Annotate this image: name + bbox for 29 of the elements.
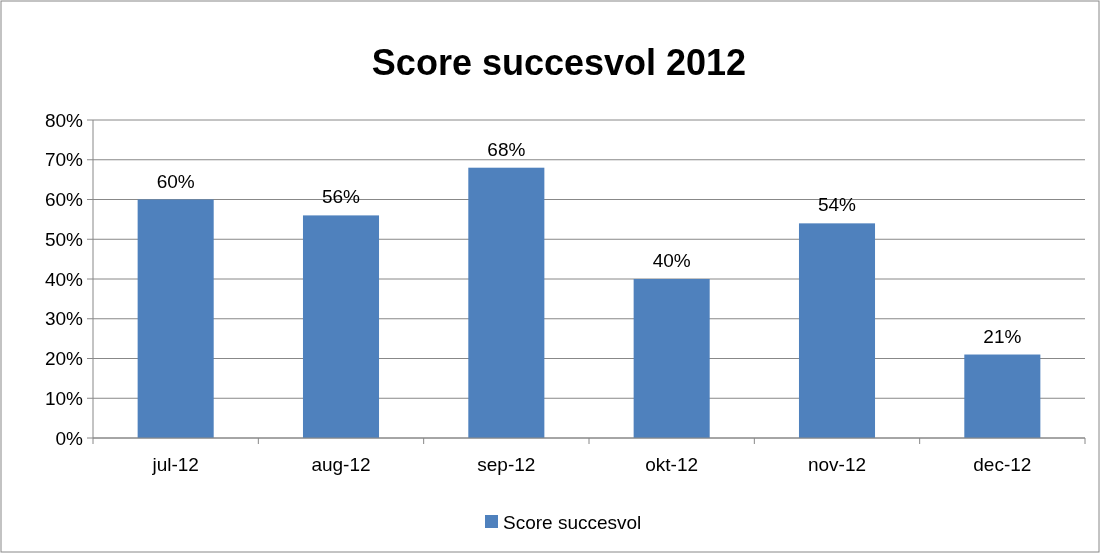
data-label: 40% bbox=[652, 250, 691, 271]
y-tick-label: 30% bbox=[44, 308, 84, 330]
x-tick-label: okt-12 bbox=[645, 454, 699, 475]
x-tick-label: aug-12 bbox=[311, 454, 371, 475]
data-label: 21% bbox=[983, 325, 1022, 347]
bar bbox=[302, 215, 380, 438]
y-tick-label: 0% bbox=[55, 427, 84, 449]
y-tick-label: 40% bbox=[44, 268, 84, 290]
bar bbox=[633, 279, 710, 438]
data-label: 60% bbox=[156, 170, 195, 192]
x-tick-label: dec-12 bbox=[973, 454, 1032, 475]
chart-title: Score succesvol 2012 bbox=[371, 42, 747, 83]
y-tick-label: 10% bbox=[44, 387, 84, 409]
data-label: 54% bbox=[817, 194, 857, 216]
y-tick-label: 80% bbox=[44, 109, 84, 131]
bar bbox=[798, 223, 876, 438]
y-tick-label: 60% bbox=[44, 189, 84, 211]
x-tick-label: nov-12 bbox=[807, 454, 867, 475]
bar bbox=[137, 199, 214, 438]
x-tick-label: sep-12 bbox=[477, 454, 536, 475]
data-label: 56% bbox=[321, 186, 361, 208]
bar bbox=[964, 354, 1041, 438]
y-tick-label: 50% bbox=[44, 228, 84, 250]
y-tick-label: 20% bbox=[44, 348, 84, 370]
y-tick-label: 70% bbox=[44, 149, 84, 171]
data-label: 68% bbox=[487, 138, 526, 160]
legend-label: Score succesvol bbox=[503, 511, 642, 533]
x-tick-label: jul-12 bbox=[151, 454, 199, 475]
bar bbox=[468, 167, 545, 438]
